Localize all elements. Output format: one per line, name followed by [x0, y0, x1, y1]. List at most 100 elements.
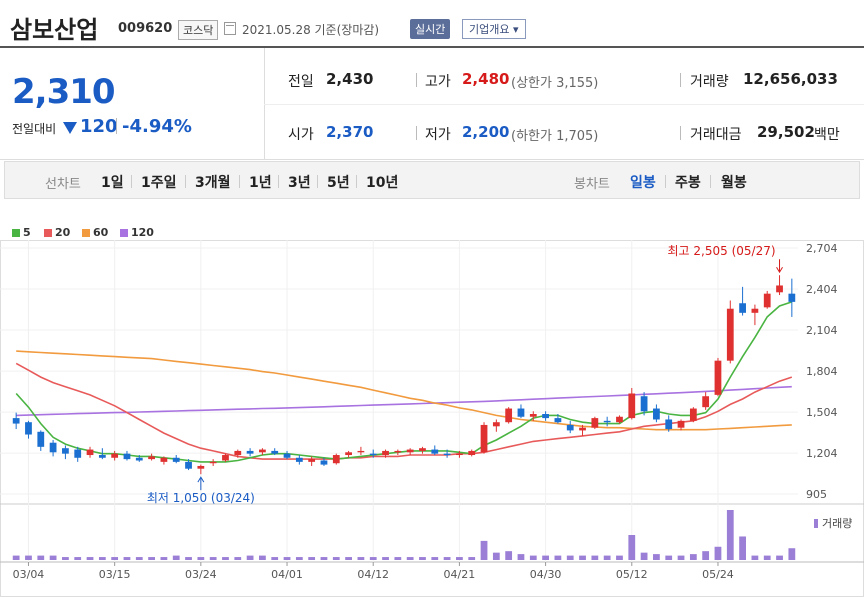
- volume-bar: [209, 557, 217, 560]
- volume-bar: [283, 557, 291, 560]
- high-value: 2,480: [462, 70, 510, 88]
- down-arrow-icon: [63, 122, 77, 134]
- candle-body: [320, 460, 328, 465]
- candle-body: [111, 453, 119, 458]
- volume-bar: [542, 555, 549, 560]
- candle-body: [505, 408, 513, 423]
- open-label: 시가: [288, 127, 314, 143]
- x-tick-label: 04/21: [444, 568, 476, 581]
- volume-bar: [640, 552, 648, 560]
- current-price: 2,310: [12, 72, 116, 112]
- period-monthly-candle[interactable]: 월봉: [721, 175, 747, 191]
- volume-bar: [751, 555, 759, 560]
- candle-body: [394, 450, 402, 453]
- period-3year[interactable]: 3년: [288, 175, 311, 191]
- candle-body: [37, 431, 45, 447]
- volume-bar: [468, 557, 476, 560]
- candle-body: [751, 308, 759, 313]
- x-tick-label: 04/30: [530, 568, 562, 581]
- volume-bar: [271, 557, 279, 560]
- period-divider: [185, 175, 186, 188]
- company-info-dropdown[interactable]: 기업개요 ▾: [462, 19, 526, 39]
- candle-body: [616, 416, 623, 423]
- volume-bar: [123, 557, 131, 560]
- volume-bar: [566, 555, 574, 560]
- volume-bar: [653, 554, 660, 560]
- volume-bar: [222, 557, 229, 560]
- period-1day[interactable]: 1일: [101, 175, 124, 191]
- volume-bar: [259, 555, 266, 560]
- volume-bar: [616, 555, 623, 560]
- candle-body: [788, 293, 796, 302]
- candle-body: [665, 419, 673, 430]
- candle-body: [406, 449, 414, 453]
- prev-compare-label: 전일대비: [12, 122, 57, 136]
- candle-body: [25, 422, 32, 435]
- low-label: 저가: [425, 127, 451, 143]
- y-tick-label: 1,504: [806, 406, 838, 419]
- period-divider: [131, 175, 132, 188]
- summary-row-divider: [264, 104, 864, 105]
- volume-bar: [529, 555, 537, 560]
- period-daily-candle[interactable]: 일봉: [630, 175, 656, 191]
- volume-bar: [234, 557, 242, 560]
- chart-frame: [0, 240, 864, 597]
- high-arrowhead: [776, 266, 783, 274]
- market-badge: 코스닥: [178, 20, 219, 40]
- x-tick-label: 03/24: [185, 568, 217, 581]
- volume-bar: [776, 555, 783, 560]
- volume-bar: [443, 557, 451, 560]
- x-tick-label: 04/12: [357, 568, 389, 581]
- volume-bar: [714, 546, 722, 560]
- line-chart-label: 선차트: [45, 177, 81, 192]
- period-3month[interactable]: 3개월: [195, 175, 231, 191]
- volume-bar: [357, 557, 365, 560]
- candle-body: [739, 303, 746, 313]
- y-tick-label: 2,704: [806, 242, 838, 255]
- candle-body: [283, 453, 291, 458]
- candle-body: [603, 420, 611, 423]
- prev-close-label: 전일: [288, 74, 314, 90]
- candle-body: [98, 455, 106, 458]
- legend-ma20: 20: [44, 226, 70, 239]
- volume-bar: [763, 555, 771, 560]
- period-5year[interactable]: 5년: [327, 175, 350, 191]
- realtime-button[interactable]: 실시간: [410, 19, 451, 39]
- volume-bar: [62, 557, 69, 560]
- legend-ma60: 60: [82, 226, 108, 239]
- candle-body: [62, 448, 69, 454]
- candle-body: [653, 408, 660, 420]
- volume-bar: [382, 557, 389, 560]
- x-tick-label: 03/04: [13, 568, 45, 581]
- candle-body: [234, 450, 242, 456]
- candle-body: [271, 450, 279, 454]
- candle-body: [86, 449, 94, 456]
- volume-bar: [185, 557, 192, 560]
- period-divider: [356, 175, 357, 188]
- volume-bar: [320, 557, 328, 560]
- candle-body: [456, 453, 463, 456]
- candle-chart-label: 봉차트: [574, 177, 610, 192]
- candle-body: [714, 360, 722, 395]
- x-tick-label: 05/12: [616, 568, 648, 581]
- volume-bar: [369, 557, 377, 560]
- candle-body: [419, 448, 426, 451]
- volume-bar: [86, 557, 94, 560]
- candle-body: [566, 424, 574, 431]
- volume-bar: [591, 555, 599, 560]
- y-tick-label: 2,104: [806, 324, 838, 337]
- high-annotation: 최고 2,505 (05/27): [668, 244, 776, 258]
- period-1year[interactable]: 1년: [249, 175, 272, 191]
- candle-body: [579, 427, 586, 431]
- volume-bar: [677, 555, 685, 560]
- period-weekly-candle[interactable]: 주봉: [675, 175, 701, 191]
- candle-body: [160, 457, 168, 462]
- volume-bar: [603, 555, 611, 560]
- low-annotation: 최저 1,050 (03/24): [147, 491, 255, 505]
- volume-bar: [665, 555, 673, 560]
- col-divider: [416, 126, 417, 140]
- trade-value: 29,502: [757, 123, 815, 141]
- volume-bar: [579, 555, 586, 560]
- period-1week[interactable]: 1주일: [141, 175, 177, 191]
- period-10year[interactable]: 10년: [366, 175, 399, 191]
